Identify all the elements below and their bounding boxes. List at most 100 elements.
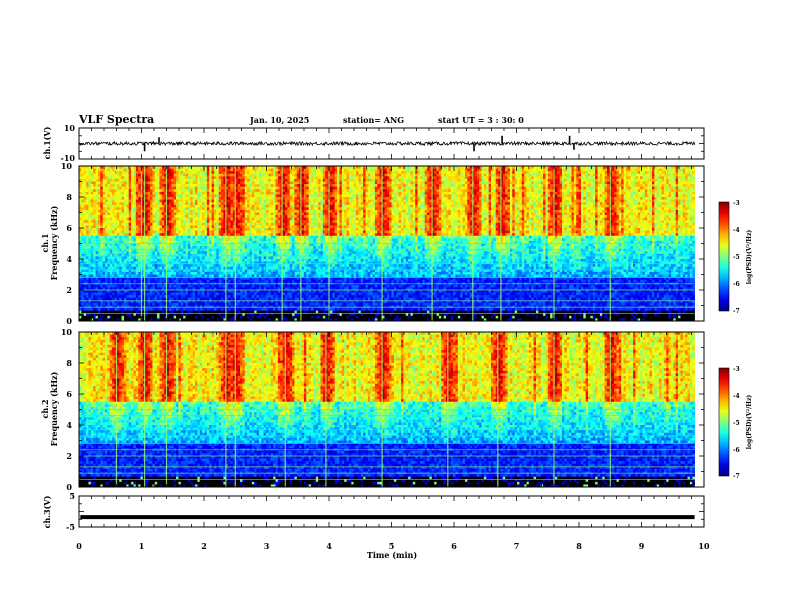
spectrogram-cell bbox=[93, 313, 96, 316]
spectrogram-cell bbox=[119, 303, 122, 306]
spectrogram-cell bbox=[264, 218, 267, 221]
spectrogram-cell bbox=[105, 285, 108, 288]
spectrogram-cell bbox=[112, 192, 115, 195]
spectrogram-cell bbox=[207, 236, 210, 239]
spectrogram-cell bbox=[133, 275, 136, 278]
spectrogram-cell bbox=[186, 189, 189, 192]
spectrogram-cell bbox=[181, 259, 184, 262]
spectrogram-cell bbox=[268, 259, 271, 262]
spectrogram-cell bbox=[200, 290, 203, 293]
spectrogram-cell bbox=[110, 254, 113, 257]
spectrogram-cell bbox=[212, 285, 215, 288]
spectrogram-cell bbox=[197, 256, 200, 259]
spectrogram-cell bbox=[88, 233, 91, 236]
spectrogram-cell bbox=[169, 262, 172, 265]
spectrogram-cell bbox=[200, 200, 203, 203]
spectrogram-cell bbox=[197, 220, 200, 223]
spectrogram-cell bbox=[264, 189, 267, 192]
spectrogram-cell bbox=[212, 251, 215, 254]
spectrogram-cell bbox=[183, 174, 186, 177]
spectrogram-cell bbox=[178, 171, 181, 174]
spectrogram-cell bbox=[216, 228, 219, 231]
spectrogram-cell bbox=[155, 244, 158, 247]
spectrogram-cell bbox=[264, 295, 267, 298]
spectrogram-cell bbox=[145, 275, 148, 278]
spectrogram-cell bbox=[171, 179, 174, 182]
spectrogram-cell bbox=[219, 251, 222, 254]
spectrogram-cell bbox=[169, 210, 172, 213]
spectrogram-cell bbox=[252, 231, 255, 234]
spectrogram-cell bbox=[117, 238, 120, 241]
spectrogram-cell bbox=[181, 308, 184, 311]
spectrogram-cell bbox=[129, 213, 132, 216]
spectrogram-cell bbox=[228, 264, 231, 267]
spectrogram-cell bbox=[115, 298, 118, 301]
spectrogram-cell bbox=[195, 308, 198, 311]
spectrogram-cell bbox=[155, 176, 158, 179]
spectrogram-cell bbox=[197, 171, 200, 174]
spectrogram-cell bbox=[266, 179, 269, 182]
spectrogram-cell bbox=[261, 236, 264, 239]
spectrogram-cell bbox=[214, 231, 217, 234]
spectrogram-cell bbox=[214, 272, 217, 275]
spectrogram-cell bbox=[117, 316, 120, 319]
spectrogram-cell bbox=[178, 246, 181, 249]
spectrogram-cell bbox=[245, 285, 248, 288]
spectrogram-cell bbox=[126, 202, 129, 205]
spectrogram-cell bbox=[126, 220, 129, 223]
spectrogram-cell bbox=[110, 238, 113, 241]
spectrogram-cell bbox=[238, 254, 241, 257]
spectrogram-cell bbox=[247, 293, 250, 296]
spectrogram-cell bbox=[136, 303, 139, 306]
spectrogram-cell bbox=[119, 267, 122, 270]
spectrogram-cell bbox=[190, 293, 193, 296]
spectrogram-cell bbox=[100, 192, 103, 195]
spectrogram-cell bbox=[96, 249, 99, 252]
spectrogram-cell bbox=[136, 308, 139, 311]
spectrogram-cell bbox=[195, 244, 198, 247]
spectrogram-cell bbox=[186, 236, 189, 239]
spectrogram-cell bbox=[249, 189, 252, 192]
spectrogram-cell bbox=[105, 264, 108, 267]
spectrogram-cell bbox=[245, 189, 248, 192]
spectrogram-cell bbox=[268, 228, 271, 231]
spectrogram-cell bbox=[160, 207, 163, 210]
spectrogram-cell bbox=[133, 264, 136, 267]
spectrogram-cell bbox=[124, 210, 127, 213]
spectrogram-cell bbox=[261, 316, 264, 319]
spectrogram-cell bbox=[245, 262, 248, 265]
spectrogram-cell bbox=[240, 308, 243, 311]
spectrogram-cell bbox=[115, 238, 118, 241]
spectrogram-cell bbox=[138, 176, 141, 179]
spectrogram-cell bbox=[93, 220, 96, 223]
spectrogram-cell bbox=[190, 182, 193, 185]
spectrogram-cell bbox=[98, 254, 101, 257]
spectrogram-cell bbox=[238, 171, 241, 174]
spectrogram-cell bbox=[93, 267, 96, 270]
spectrogram-cell bbox=[171, 233, 174, 236]
spectrogram-cell bbox=[174, 259, 177, 262]
spectrogram-cell bbox=[181, 275, 184, 278]
spectrogram-cell bbox=[131, 251, 134, 254]
spectrogram-cell bbox=[176, 194, 179, 197]
spectrogram-cell bbox=[160, 202, 163, 205]
spectrogram-cell bbox=[93, 194, 96, 197]
spectrogram-cell bbox=[171, 259, 174, 262]
spectrogram-cell bbox=[126, 179, 129, 182]
spectrogram-cell bbox=[257, 285, 260, 288]
spectrogram-cell bbox=[131, 205, 134, 208]
spectrogram-cell bbox=[133, 251, 136, 254]
spectrogram-cell bbox=[249, 295, 252, 298]
spectrogram-cell bbox=[169, 298, 172, 301]
spectrogram-cell bbox=[145, 233, 148, 236]
spectrogram-cell bbox=[174, 264, 177, 267]
spectrogram-cell bbox=[264, 200, 267, 203]
spectrogram-cell bbox=[216, 256, 219, 259]
spectrogram-cell bbox=[155, 290, 158, 293]
spectrogram-cell bbox=[107, 220, 110, 223]
spectrogram-cell bbox=[212, 262, 215, 265]
spectrogram-cell bbox=[197, 228, 200, 231]
spectrogram-cell bbox=[242, 246, 245, 249]
spectrogram-cell bbox=[126, 295, 129, 298]
spectrogram-cell bbox=[150, 228, 153, 231]
